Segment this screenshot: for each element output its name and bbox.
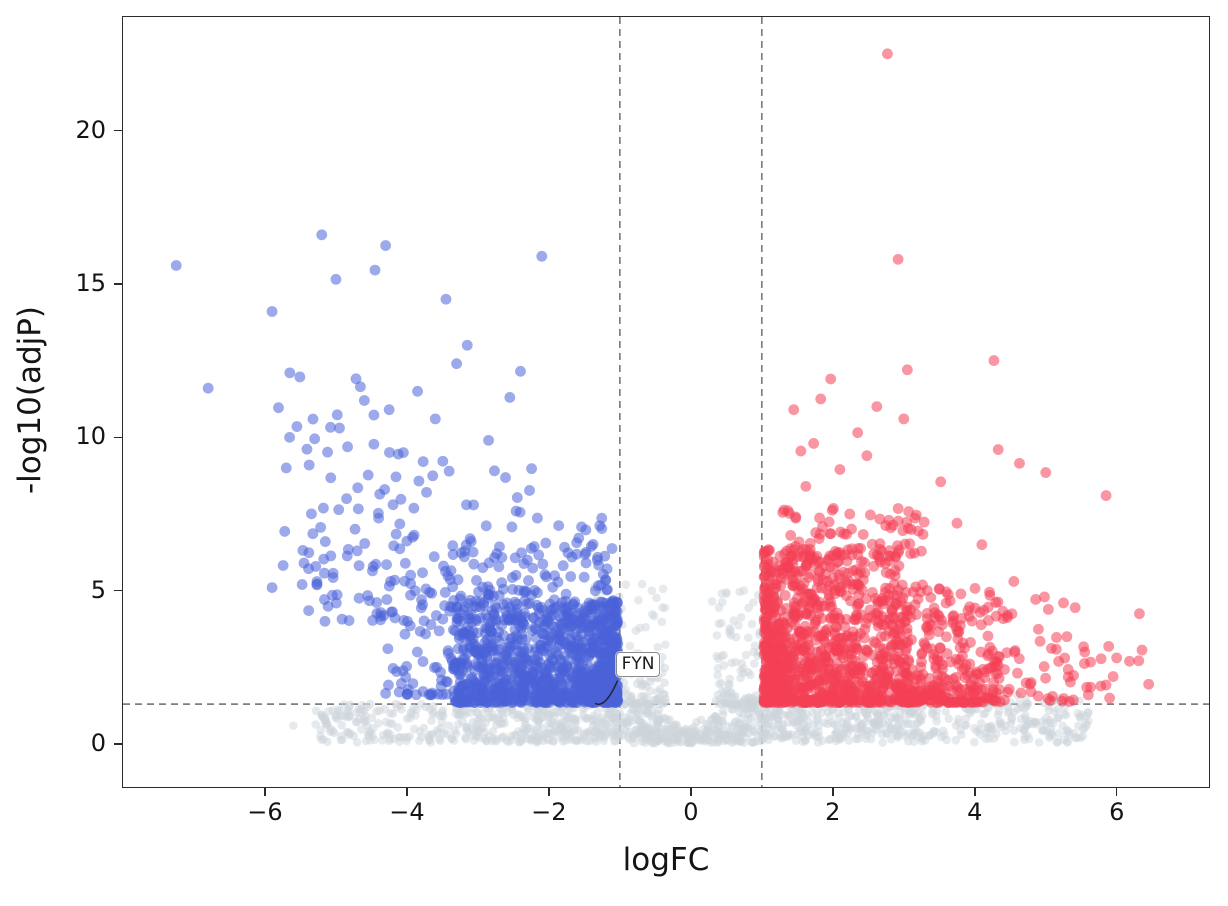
y-axis-label: -log10(adjP) — [12, 305, 48, 495]
y-tick-label: 5 — [90, 575, 106, 604]
y-tick-label: 0 — [90, 729, 106, 758]
x-tick-label: 4 — [967, 798, 983, 826]
x-tick-label: 6 — [1109, 798, 1125, 826]
x-tick-mark — [974, 788, 976, 796]
x-tick-label: 0 — [683, 798, 699, 826]
x-axis-label: logFC — [622, 842, 710, 878]
plot-area: FYN — [122, 16, 1210, 788]
x-tick-label: −2 — [531, 798, 567, 826]
y-tick-mark — [114, 436, 122, 439]
x-tick-mark — [264, 788, 266, 796]
y-tick-mark — [114, 129, 122, 132]
chart-canvas — [123, 17, 1209, 787]
x-tick-mark — [690, 788, 692, 796]
x-tick-label: 2 — [825, 798, 841, 826]
x-tick-mark — [1115, 788, 1118, 796]
annotation-fyn: FYN — [615, 651, 661, 677]
y-tick-mark — [114, 283, 122, 285]
x-tick-mark — [548, 788, 550, 796]
x-tick-mark — [832, 788, 834, 796]
x-tick-label: −4 — [389, 798, 425, 826]
y-tick-label: 20 — [75, 115, 106, 144]
y-tick-mark — [114, 589, 122, 592]
y-tick-mark — [114, 743, 122, 745]
x-tick-mark — [406, 788, 408, 796]
y-tick-label: 15 — [75, 268, 106, 297]
y-tick-label: 10 — [75, 422, 106, 451]
x-tick-label: −6 — [247, 798, 283, 826]
annotation-label: FYN — [621, 653, 655, 674]
